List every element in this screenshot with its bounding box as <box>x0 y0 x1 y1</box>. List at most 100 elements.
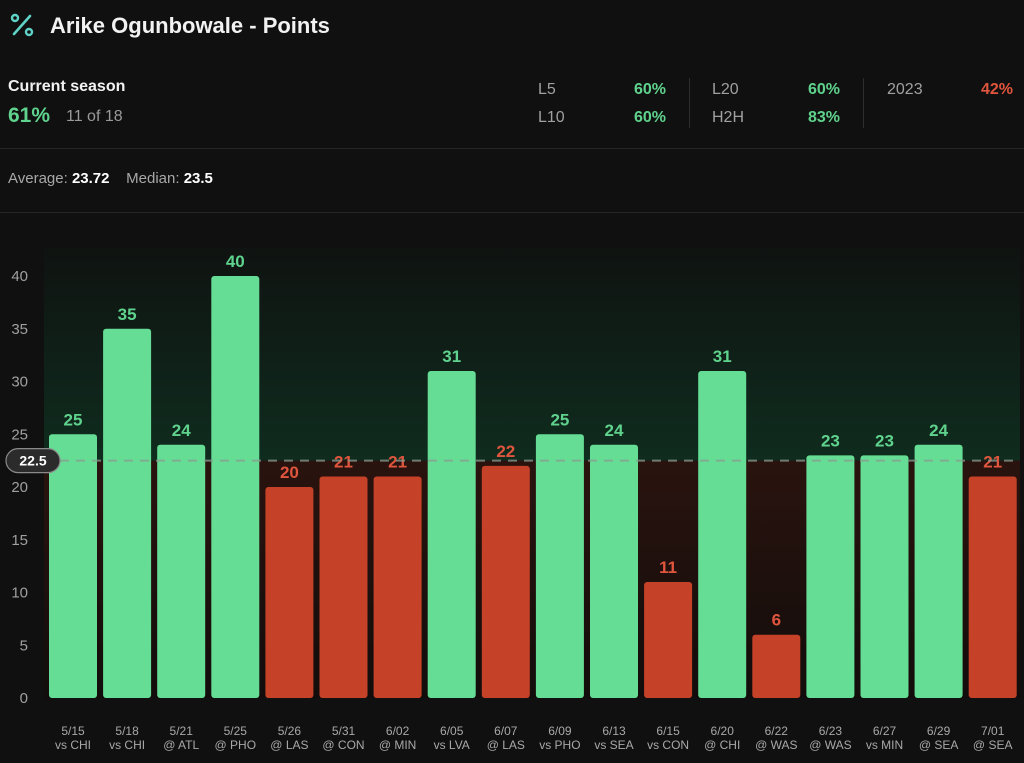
bar <box>211 276 260 698</box>
data-label: 25 <box>550 410 569 429</box>
average-label: Average: <box>8 170 68 187</box>
bar <box>644 581 693 698</box>
stat-value-l20: 60% <box>807 81 840 98</box>
header: Arike Ogunbowale - Points <box>0 0 1024 54</box>
x-tick-opponent: vs CHI <box>109 738 145 752</box>
threshold-badge <box>5 448 61 474</box>
x-tick-opponent: vs MIN <box>866 738 903 752</box>
stat-value-h2h: 83% <box>807 109 840 126</box>
bar <box>590 444 638 698</box>
stat-label-l20: L20 <box>712 81 739 98</box>
data-label: 35 <box>118 305 137 324</box>
divider <box>0 212 1024 213</box>
x-tick-opponent: @ MIN <box>379 738 417 752</box>
x-tick-date: 6/05 <box>440 724 464 738</box>
x-tick-date: 6/09 <box>548 724 572 738</box>
x-tick-date: 5/15 <box>61 724 85 738</box>
x-tick-opponent: vs SEA <box>594 738 633 752</box>
x-tick-date: 6/13 <box>602 724 626 738</box>
x-tick-opponent: vs CON <box>647 738 689 752</box>
stat-value-l10: 60% <box>633 109 666 126</box>
x-tick-date: 6/02 <box>386 724 410 738</box>
median-label: Median: <box>126 170 180 187</box>
stat-label-l10: L10 <box>538 109 565 126</box>
season-percentage: 61% <box>8 104 51 127</box>
y-tick-label: 25 <box>11 426 28 443</box>
stat-label-l5: L5 <box>538 81 556 98</box>
bar <box>49 434 97 698</box>
x-tick-date: 6/23 <box>819 724 843 738</box>
x-tick-date: 6/20 <box>711 724 735 738</box>
y-tick-label: 35 <box>11 321 28 338</box>
bar <box>373 476 422 698</box>
stat-value-2023: 42% <box>980 81 1013 98</box>
bar <box>752 634 801 698</box>
data-label: 6 <box>772 611 781 630</box>
x-tick-date: 5/26 <box>278 724 302 738</box>
x-tick-opponent: @ CHI <box>704 738 740 752</box>
x-tick-opponent: @ PHO <box>215 738 257 752</box>
bar <box>265 487 314 698</box>
data-label: 40 <box>226 252 245 271</box>
data-label: 24 <box>605 421 624 440</box>
x-tick-date: 6/15 <box>656 724 680 738</box>
x-tick-opponent: vs PHO <box>539 738 580 752</box>
data-label: 25 <box>64 410 83 429</box>
x-tick-date: 6/27 <box>873 724 897 738</box>
x-tick-date: 5/25 <box>224 724 248 738</box>
bar <box>157 444 206 698</box>
average-value: 23.72 <box>71 170 110 187</box>
x-tick-opponent: @ LAS <box>487 738 525 752</box>
page-title: Arike Ogunbowale - Points <box>50 13 330 38</box>
data-label: 31 <box>713 347 732 366</box>
data-label: 23 <box>821 431 840 450</box>
y-tick-label: 30 <box>11 374 28 391</box>
bar <box>319 476 368 698</box>
data-label: 21 <box>388 452 407 471</box>
x-tick-opponent: vs LVA <box>434 738 470 752</box>
y-tick-label: 0 <box>20 690 28 707</box>
data-label: 24 <box>172 421 191 440</box>
stats-divider <box>689 78 690 128</box>
bar <box>535 434 584 698</box>
y-tick-label: 40 <box>11 268 28 285</box>
x-tick-opponent: @ SEA <box>919 738 959 752</box>
summary-row: Average: 23.72 Median: 23.5 <box>8 170 213 187</box>
divider <box>0 148 1024 149</box>
over-zone <box>44 248 1020 461</box>
x-tick-date: 5/18 <box>115 724 139 738</box>
x-tick-date: 7/01 <box>981 724 1005 738</box>
stat-value-l5: 60% <box>633 81 666 98</box>
data-label: 11 <box>659 558 677 577</box>
bar <box>698 370 747 698</box>
stats-divider <box>863 78 864 128</box>
x-tick-opponent: @ CON <box>322 738 364 752</box>
under-zone <box>44 460 1020 698</box>
data-label: 23 <box>875 431 894 450</box>
y-tick-label: 10 <box>11 585 28 602</box>
season-count: 11 of 18 <box>66 108 123 125</box>
y-tick-label: 20 <box>11 479 28 496</box>
bar <box>103 328 152 698</box>
x-tick-date: 6/22 <box>765 724 789 738</box>
bar <box>914 444 963 698</box>
x-tick-opponent: @ SEA <box>973 738 1013 752</box>
x-tick-opponent: @ ATL <box>163 738 199 752</box>
x-tick-opponent: @ WAS <box>809 738 851 752</box>
percent-icon <box>10 13 34 37</box>
x-tick-date: 5/21 <box>170 724 194 738</box>
bar <box>968 476 1017 698</box>
x-tick-opponent: @ WAS <box>755 738 797 752</box>
y-tick-label: 15 <box>11 532 28 549</box>
x-tick-date: 6/07 <box>494 724 518 738</box>
stat-label-2023: 2023 <box>887 81 923 98</box>
x-tick-opponent: vs CHI <box>55 738 91 752</box>
threshold-label: 22.5 <box>19 453 46 469</box>
data-label: 20 <box>280 463 299 482</box>
data-label: 21 <box>983 452 1002 471</box>
bar <box>427 370 476 698</box>
median-value: 23.5 <box>183 170 213 187</box>
x-tick-date: 6/29 <box>927 724 951 738</box>
x-tick-date: 5/31 <box>332 724 356 738</box>
